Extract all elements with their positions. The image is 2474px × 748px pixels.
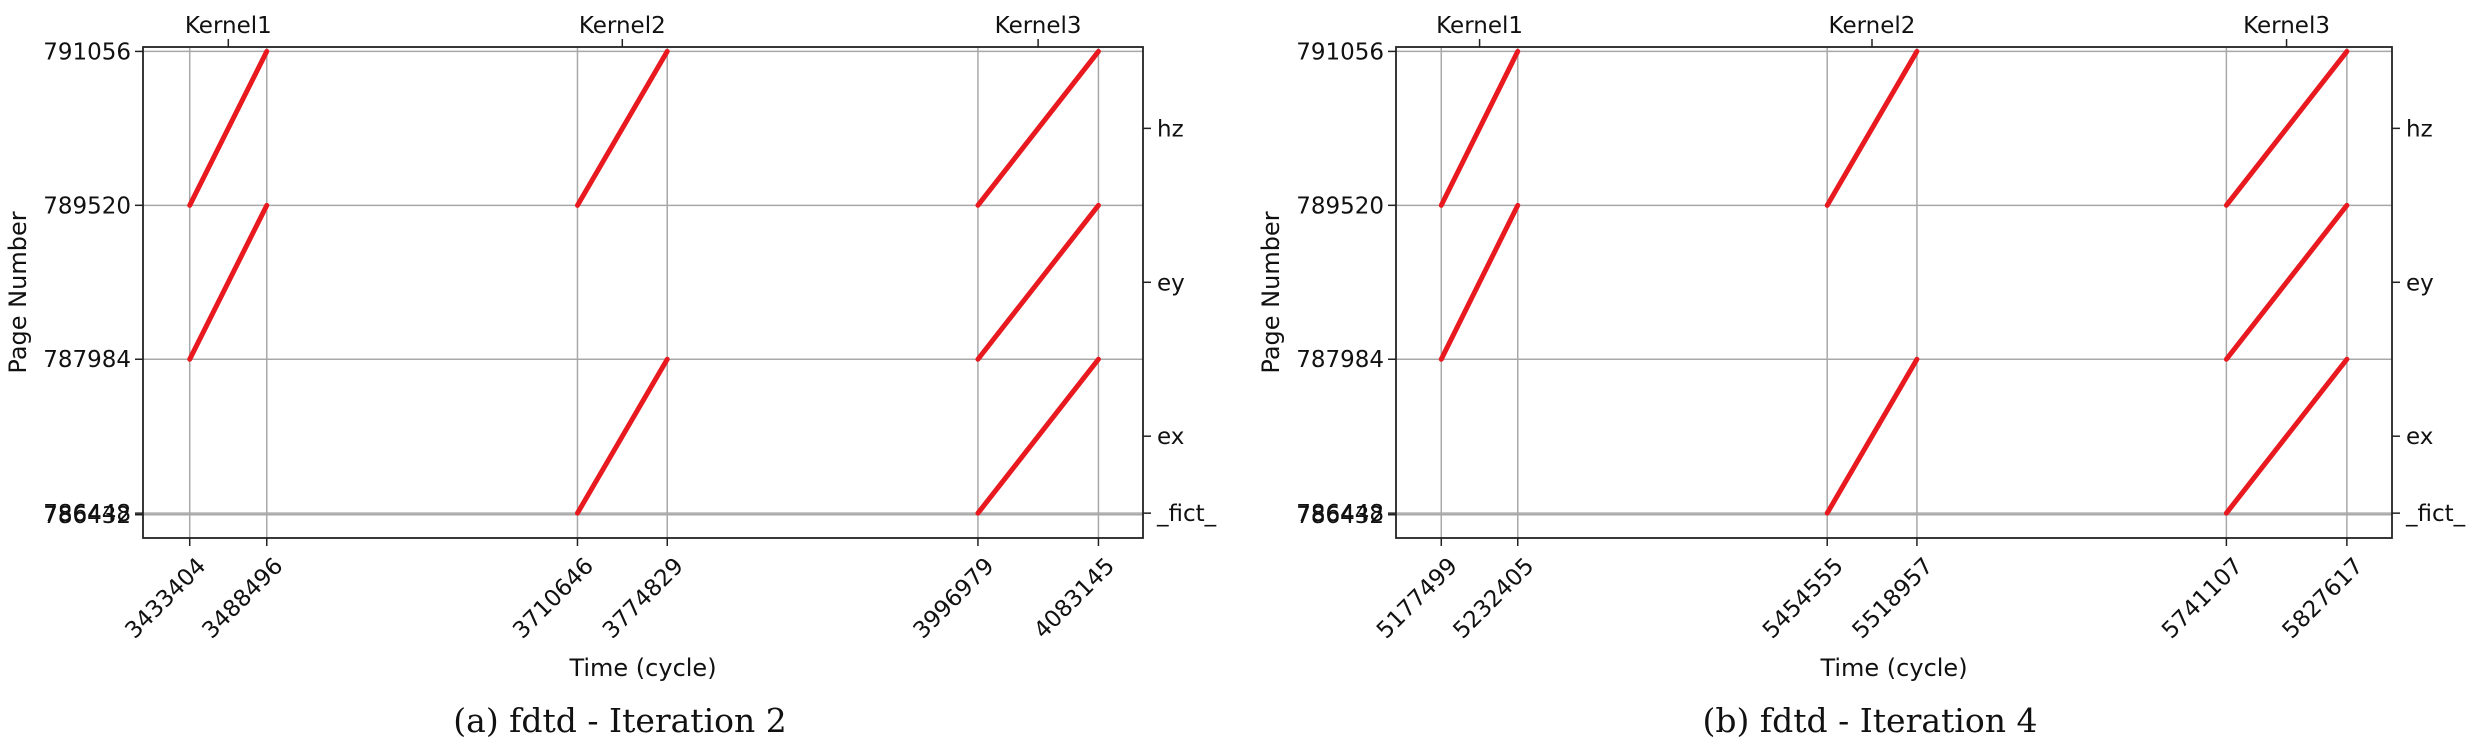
right-tick-label: _fict_ bbox=[1156, 501, 1217, 527]
x-tick-label: 3710646 bbox=[508, 553, 599, 644]
series-line-hz bbox=[2223, 48, 2350, 208]
plot-frame bbox=[142, 46, 1144, 539]
series-line-hz bbox=[1438, 48, 1521, 208]
top-tick-label: Kernel2 bbox=[1829, 13, 1916, 39]
y-tick-label: 791056 bbox=[43, 39, 131, 65]
x-axis-label: Time (cycle) bbox=[568, 654, 716, 682]
top-tick-label: Kernel1 bbox=[1436, 13, 1523, 39]
x-tick-label: 5741107 bbox=[2157, 553, 2248, 644]
series-line-ex bbox=[574, 356, 670, 516]
top-tick-label: Kernel3 bbox=[995, 13, 1082, 39]
y-tick-label: 789520 bbox=[43, 193, 131, 219]
y-axis-label: Page Number bbox=[1257, 211, 1285, 373]
right-tick-label: ey bbox=[2406, 270, 2434, 296]
series-line-ey bbox=[1438, 202, 1521, 362]
y-tick-label: 786448 bbox=[1296, 501, 1384, 527]
right-tick-label: ey bbox=[1157, 270, 1185, 296]
x-tick-label: 5454555 bbox=[1758, 553, 1849, 644]
y-tick-label: 786432 bbox=[1296, 503, 1384, 529]
series-line-ex bbox=[2223, 356, 2350, 516]
series-line-ey bbox=[187, 202, 270, 362]
top-tick-label: Kernel3 bbox=[2243, 13, 2330, 39]
series-line-ex bbox=[975, 356, 1101, 516]
series-line-hz bbox=[574, 48, 670, 208]
x-tick-label: 4083145 bbox=[1029, 553, 1120, 644]
figure-caption: (b) fdtd - Iteration 4 bbox=[1703, 701, 2038, 740]
y-tick-label: 786448 bbox=[43, 501, 131, 527]
series-line-ey bbox=[975, 202, 1101, 362]
y-tick-label: 786432 bbox=[43, 503, 131, 529]
x-tick-label: 3488496 bbox=[198, 553, 289, 644]
x-tick-label: 3774829 bbox=[598, 553, 689, 644]
top-tick-label: Kernel1 bbox=[185, 13, 272, 39]
x-axis-label: Time (cycle) bbox=[1819, 654, 1967, 682]
series-line-hz bbox=[1824, 48, 1920, 208]
series-line-hz bbox=[187, 48, 270, 208]
series-line-ey bbox=[2223, 202, 2350, 362]
right-tick-label: _fict_ bbox=[2405, 501, 2466, 527]
x-tick-label: 5232405 bbox=[1448, 553, 1539, 644]
series-line-ex bbox=[1824, 356, 1920, 516]
x-tick-label: 5177499 bbox=[1372, 553, 1463, 644]
x-tick-label: 3996979 bbox=[909, 553, 1000, 644]
y-tick-label: 787984 bbox=[1296, 347, 1384, 373]
right-tick-label: hz bbox=[2406, 116, 2433, 142]
right-tick-label: ex bbox=[2406, 424, 2433, 450]
y-tick-label: 791056 bbox=[1296, 39, 1384, 65]
y-tick-label: 787984 bbox=[43, 347, 131, 373]
right-tick-label: hz bbox=[1157, 116, 1184, 142]
figure-caption: (a) fdtd - Iteration 2 bbox=[453, 701, 786, 740]
x-tick-label: 5827617 bbox=[2278, 553, 2369, 644]
top-tick-label: Kernel2 bbox=[579, 13, 666, 39]
right-tick-label: ex bbox=[1157, 424, 1184, 450]
x-tick-label: 5518957 bbox=[1848, 553, 1939, 644]
y-axis-label: Page Number bbox=[4, 211, 32, 373]
y-tick-label: 789520 bbox=[1296, 193, 1384, 219]
plot-frame bbox=[1395, 46, 2393, 539]
series-line-hz bbox=[975, 48, 1101, 208]
x-tick-label: 3433404 bbox=[120, 553, 211, 644]
